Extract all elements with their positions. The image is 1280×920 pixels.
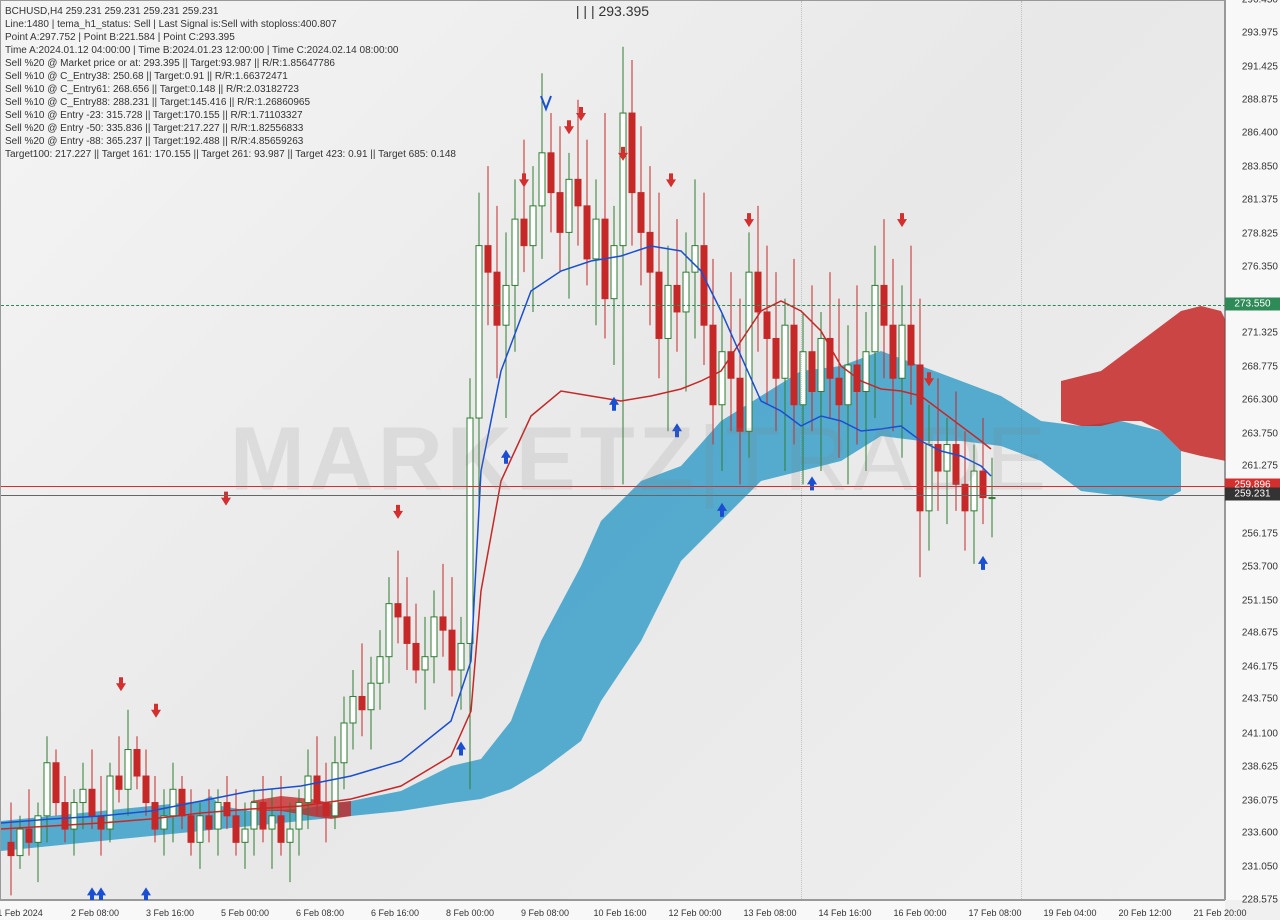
- chart-area[interactable]: | | | 293.395 BCHUSD,H4 259.231 259.231 …: [0, 0, 1225, 900]
- ytick-label: 281.375: [1242, 194, 1278, 205]
- xtick-label: 12 Feb 00:00: [668, 908, 721, 918]
- ytick-label: 243.750: [1242, 693, 1278, 704]
- ytick-label: 238.625: [1242, 761, 1278, 772]
- info-line: Sell %10 @ C_Entry88: 288.231 || Target:…: [5, 96, 456, 109]
- ytick-label: 276.350: [1242, 261, 1278, 272]
- info-line: Sell %10 @ Entry -23: 315.728 || Target:…: [5, 109, 456, 122]
- xtick-label: 16 Feb 00:00: [893, 908, 946, 918]
- xtick-label: 20 Feb 12:00: [1118, 908, 1171, 918]
- info-line: Sell %20 @ Entry -88: 365.237 || Target:…: [5, 135, 456, 148]
- x-axis: 1 Feb 2024 2 Feb 08:00 3 Feb 16:00 5 Feb 00…: [0, 900, 1225, 920]
- xtick-label: 6 Feb 16:00: [371, 908, 419, 918]
- ytick-label: 293.975: [1242, 27, 1278, 38]
- price-box: 259.231: [1225, 487, 1280, 500]
- symbol-line: BCHUSD,H4 259.231 259.231 259.231 259.23…: [5, 5, 456, 18]
- xtick-label: 1 Feb 2024: [0, 908, 43, 918]
- ytick-label: 296.450: [1242, 0, 1278, 6]
- xtick-label: 9 Feb 08:00: [521, 908, 569, 918]
- ytick-label: 251.150: [1242, 595, 1278, 606]
- xtick-label: 17 Feb 08:00: [968, 908, 1021, 918]
- ytick-label: 288.875: [1242, 95, 1278, 106]
- ytick-label: 253.700: [1242, 561, 1278, 572]
- overlay-info: BCHUSD,H4 259.231 259.231 259.231 259.23…: [5, 5, 456, 161]
- info-line: Line:1480 | tema_h1_status: Sell | Last …: [5, 18, 456, 31]
- xtick-label: 8 Feb 00:00: [446, 908, 494, 918]
- horizontal-line: [1, 495, 1226, 496]
- ytick-label: 271.325: [1242, 328, 1278, 339]
- vertical-dotted-line: [801, 1, 802, 901]
- vertical-dotted-line: [1021, 1, 1022, 901]
- info-line: Sell %10 @ C_Entry38: 250.68 || Target:0…: [5, 70, 456, 83]
- xtick-label: 10 Feb 16:00: [593, 908, 646, 918]
- xtick-label: 3 Feb 16:00: [146, 908, 194, 918]
- info-line: Sell %20 @ Entry -50: 335.836 || Target:…: [5, 122, 456, 135]
- ytick-label: 268.775: [1242, 361, 1278, 372]
- info-line: Sell %10 @ C_Entry61: 268.656 || Target:…: [5, 83, 456, 96]
- ytick-label: 231.050: [1242, 862, 1278, 873]
- horizontal-line: [1, 486, 1226, 487]
- ytick-label: 278.825: [1242, 228, 1278, 239]
- ytick-label: 283.850: [1242, 162, 1278, 173]
- xtick-label: 14 Feb 16:00: [818, 908, 871, 918]
- info-line: Sell %20 @ Market price or at: 293.395 |…: [5, 57, 456, 70]
- price-box: 273.550: [1225, 297, 1280, 310]
- xtick-label: 2 Feb 08:00: [71, 908, 119, 918]
- horizontal-line: [1, 305, 1226, 306]
- ytick-label: 261.275: [1242, 461, 1278, 472]
- ytick-label: 241.100: [1242, 728, 1278, 739]
- ytick-label: 248.675: [1242, 628, 1278, 639]
- ytick-label: 236.075: [1242, 795, 1278, 806]
- xtick-label: 21 Feb 20:00: [1193, 908, 1246, 918]
- y-axis: 296.450 293.975 291.425 288.875 286.400 283.8…: [1225, 0, 1280, 900]
- ytick-label: 286.400: [1242, 128, 1278, 139]
- xtick-label: 13 Feb 08:00: [743, 908, 796, 918]
- ytick-label: 246.175: [1242, 661, 1278, 672]
- xtick-label: 19 Feb 04:00: [1043, 908, 1096, 918]
- info-line: Time A:2024.01.12 04:00:00 | Time B:2024…: [5, 44, 456, 57]
- info-line: Point A:297.752 | Point B:221.584 | Poin…: [5, 31, 456, 44]
- top-price-label: | | | 293.395: [576, 3, 649, 19]
- chart-container: MARKETZ|TRADE | | | 293.395 BCHUSD,H4 25…: [0, 0, 1280, 920]
- ytick-label: 263.750: [1242, 428, 1278, 439]
- info-line: Target100: 217.227 || Target 161: 170.15…: [5, 148, 456, 161]
- ytick-label: 256.175: [1242, 529, 1278, 540]
- ytick-label: 233.600: [1242, 828, 1278, 839]
- xtick-label: 5 Feb 00:00: [221, 908, 269, 918]
- ytick-label: 291.425: [1242, 61, 1278, 72]
- ytick-label: 266.300: [1242, 394, 1278, 405]
- ytick-label: 228.575: [1242, 895, 1278, 906]
- xtick-label: 6 Feb 08:00: [296, 908, 344, 918]
